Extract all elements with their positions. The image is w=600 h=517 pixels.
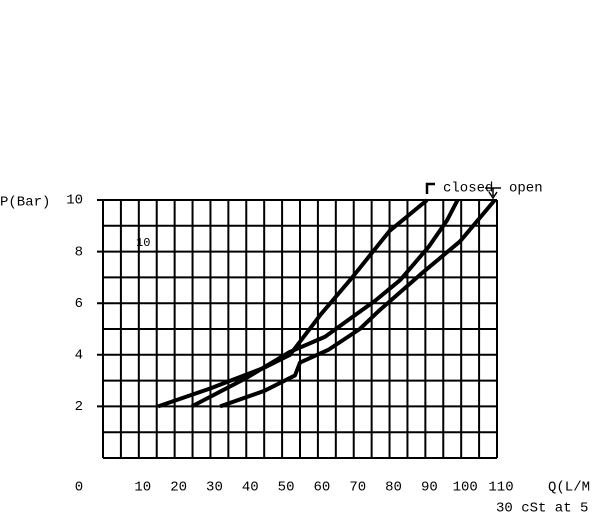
legend-label: closed (443, 181, 493, 197)
x-tick-label: 60 (314, 480, 331, 496)
x-tick-label: 0 (75, 480, 83, 496)
x-axis-label: Q(L/M (548, 480, 590, 496)
y-tick-label: 6 (75, 296, 83, 312)
line (190, 199, 460, 409)
x-tick-label: 30 (206, 480, 223, 496)
line (157, 198, 429, 409)
legend-marker (425, 182, 435, 194)
y-tick-label: 2 (75, 399, 83, 415)
x-tick-label: 110 (488, 480, 513, 496)
y-tick-label: 4 (75, 348, 83, 364)
x-tick-label: 100 (453, 480, 478, 496)
x-tick-label: 20 (170, 480, 187, 496)
x-tick-label: 70 (349, 480, 366, 496)
x-tick-label: 10 (134, 480, 151, 496)
legend-marker (485, 187, 501, 200)
note: 30 cSt at 5 (496, 501, 588, 517)
x-tick-label: 90 (421, 480, 438, 496)
x-tick-label: 80 (385, 480, 402, 496)
legend-label: open (509, 181, 543, 197)
y-tick-label: 10 (66, 193, 83, 209)
x-tick-label: 40 (242, 480, 259, 496)
y-tick-label: 8 (75, 244, 83, 260)
y-axis-label: P(Bar) (0, 195, 50, 211)
x-tick-label: 50 (278, 480, 295, 496)
line (219, 198, 497, 409)
